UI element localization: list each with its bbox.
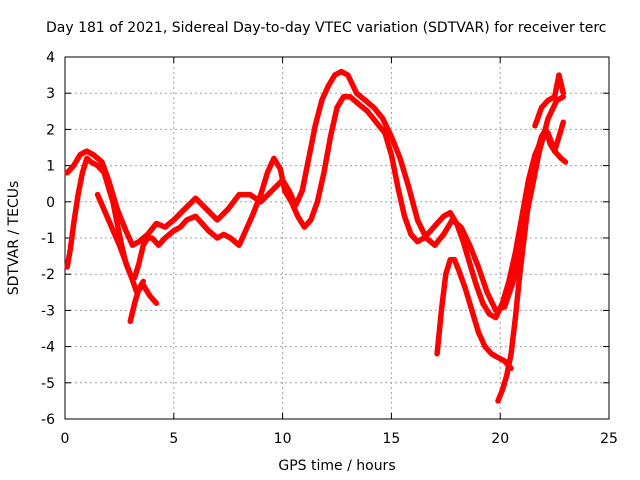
series-arc-3 bbox=[94, 191, 160, 306]
x-tick-label: 0 bbox=[61, 431, 70, 447]
x-tick-label: 20 bbox=[491, 431, 509, 447]
grid bbox=[65, 57, 609, 419]
axis-ticks bbox=[64, 56, 610, 420]
y-tick-label: 0 bbox=[46, 195, 55, 211]
y-tick-labels: -6 -5 -4 -3 -2 -1 0 1 2 3 4 bbox=[41, 50, 55, 428]
y-tick-label: -1 bbox=[41, 231, 55, 247]
series-arc-4 bbox=[127, 278, 147, 325]
data-series bbox=[64, 68, 569, 404]
y-axis-label: SDTVAR / TECUs bbox=[6, 181, 22, 296]
y-tick-label: 4 bbox=[46, 50, 55, 66]
x-tick-label: 10 bbox=[274, 431, 292, 447]
x-tick-label: 25 bbox=[600, 431, 618, 447]
series-arc-5 bbox=[434, 256, 514, 372]
x-axis-label: GPS time / hours bbox=[278, 458, 395, 474]
y-tick-label: 3 bbox=[46, 86, 55, 102]
x-tick-label: 15 bbox=[382, 431, 400, 447]
y-tick-label: 1 bbox=[46, 159, 55, 175]
series-arc-6 bbox=[495, 119, 567, 404]
y-tick-label: 2 bbox=[46, 122, 55, 138]
series-arc-7 bbox=[532, 72, 567, 129]
y-tick-label: -2 bbox=[41, 267, 55, 283]
y-tick-label: -5 bbox=[41, 376, 55, 392]
x-tick-labels: 0 5 10 15 20 25 bbox=[61, 431, 618, 447]
chart-title: Day 181 of 2021, Sidereal Day-to-day VTE… bbox=[46, 20, 606, 36]
y-tick-label: -3 bbox=[41, 303, 55, 319]
series-arc-2 bbox=[64, 68, 567, 314]
y-tick-label: -6 bbox=[41, 412, 55, 428]
y-tick-label: -4 bbox=[41, 340, 55, 356]
x-tick-label: 5 bbox=[169, 431, 178, 447]
